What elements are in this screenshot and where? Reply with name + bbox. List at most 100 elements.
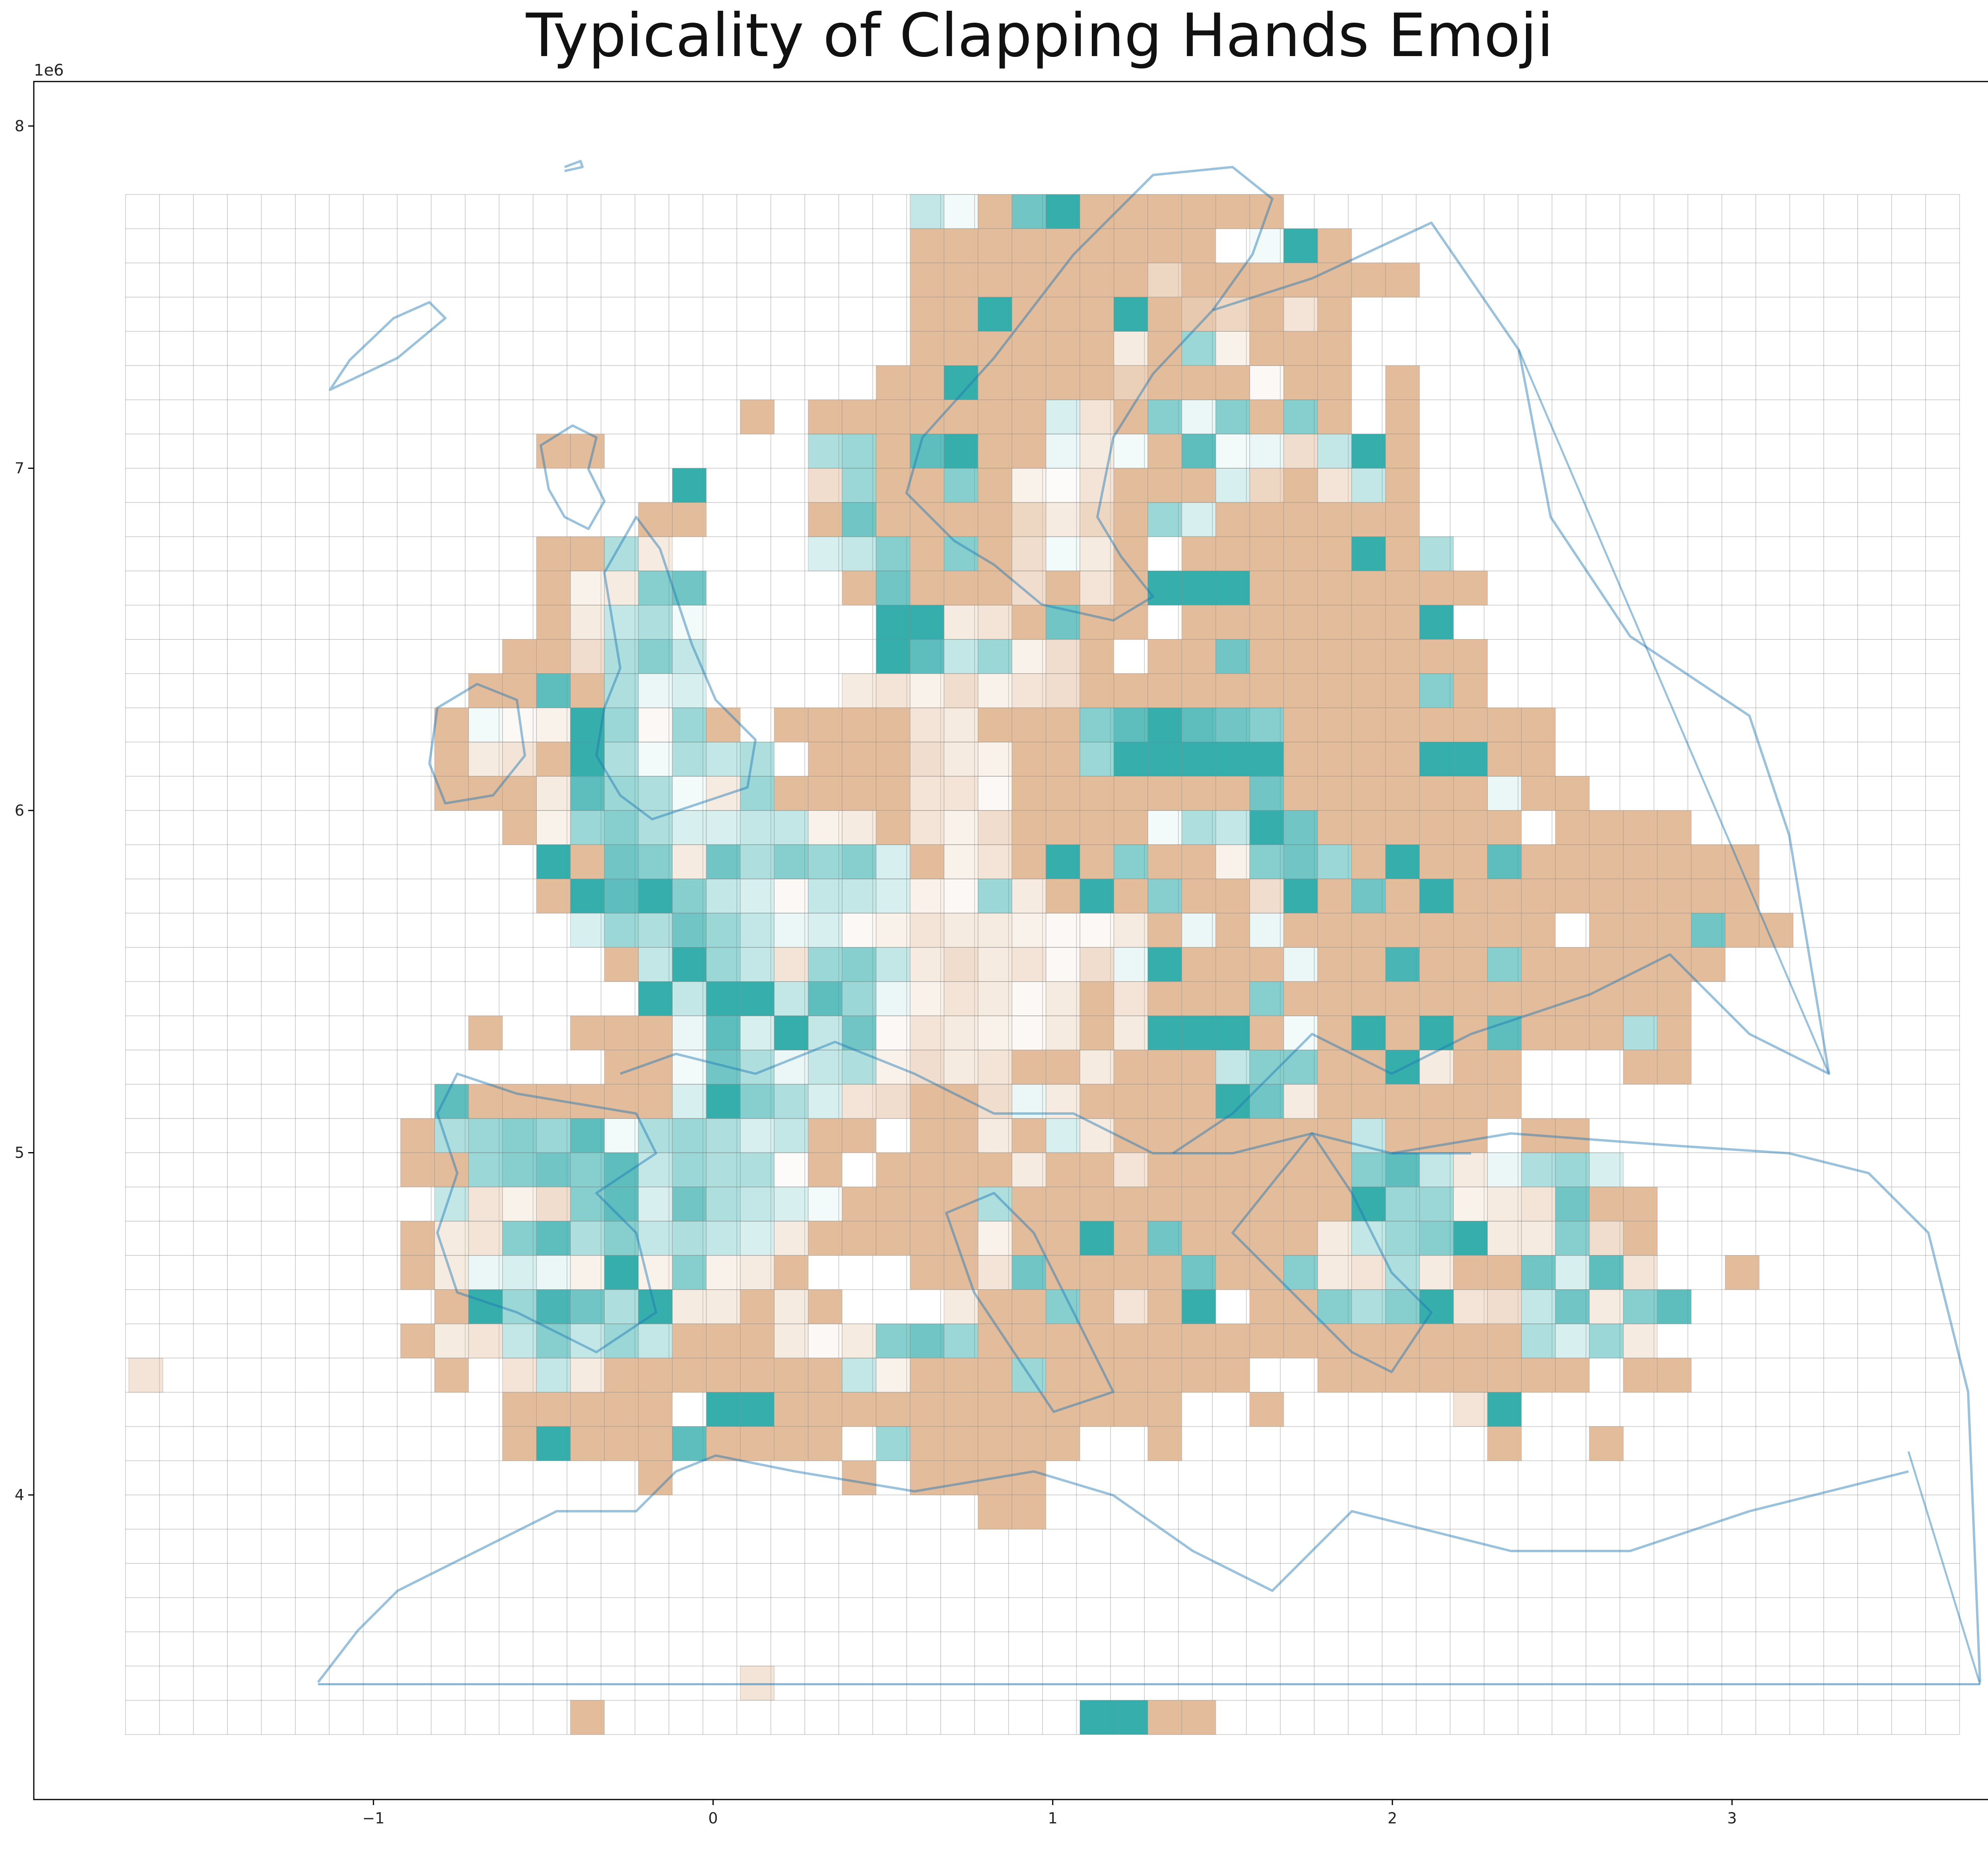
heatmap-cell <box>978 331 1012 366</box>
heatmap-cell <box>502 1152 537 1187</box>
heatmap-cell <box>1249 1015 1284 1051</box>
heatmap-cell <box>1657 878 1692 913</box>
heatmap-cell <box>1521 776 1556 811</box>
heatmap-cell <box>1317 570 1352 606</box>
heatmap-cell <box>1419 570 1454 606</box>
heatmap-cell <box>1045 1289 1080 1324</box>
heatmap-cell <box>1113 1015 1148 1051</box>
heatmap-cell <box>944 1084 978 1119</box>
heatmap-cell <box>1147 468 1182 503</box>
heatmap-cell <box>1351 1220 1386 1256</box>
heatmap-cell <box>1147 776 1182 811</box>
heatmap-cell <box>978 399 1012 435</box>
heatmap-cell <box>1317 707 1352 742</box>
heatmap-cell <box>910 810 945 845</box>
heatmap-cell <box>1181 1323 1216 1358</box>
heatmap-cell <box>1045 228 1080 263</box>
heatmap-cell <box>1215 981 1250 1016</box>
heatmap-cell <box>536 1152 571 1187</box>
heatmap-cell <box>1487 1220 1522 1256</box>
heatmap-cell <box>1317 262 1352 297</box>
heatmap-cell <box>910 365 945 400</box>
heatmap-cell <box>1215 776 1250 811</box>
heatmap-cell <box>808 810 843 845</box>
heatmap-cell <box>1113 844 1148 879</box>
heatmap-cell <box>876 1049 911 1085</box>
heatmap-cell <box>1045 1152 1080 1187</box>
heatmap-cell <box>434 707 469 742</box>
heatmap-cell <box>1079 947 1114 982</box>
heatmap-cell <box>808 878 843 913</box>
heatmap-cell <box>1011 981 1046 1016</box>
heatmap-cell <box>774 1220 809 1256</box>
heatmap-cell <box>1623 878 1658 913</box>
heatmap-cell <box>672 1186 707 1222</box>
heatmap-cell <box>978 1323 1012 1358</box>
heatmap-cell <box>1385 1015 1420 1051</box>
heatmap-cell <box>1249 536 1284 571</box>
heatmap-cell <box>1113 1118 1148 1153</box>
heatmap-cell <box>1249 913 1284 948</box>
heatmap-cell <box>1045 297 1080 332</box>
y-tick-label: 4 <box>15 1486 24 1504</box>
heatmap-cell <box>1351 604 1386 640</box>
heatmap-cell <box>774 1392 809 1427</box>
heatmap-cell <box>1079 1700 1114 1735</box>
heatmap-cell <box>570 878 605 913</box>
heatmap-cell <box>706 1358 741 1393</box>
heatmap-cell <box>910 1015 945 1051</box>
heatmap-cell <box>842 707 877 742</box>
heatmap-cell <box>1419 536 1454 571</box>
heatmap-cell <box>1317 297 1352 332</box>
heatmap-cell <box>944 1426 978 1461</box>
heatmap-cell <box>706 1426 741 1461</box>
heatmap-cell <box>842 570 877 606</box>
heatmap-cell <box>1385 468 1420 503</box>
heatmap-cell <box>944 1152 978 1187</box>
heatmap-cell <box>944 502 978 537</box>
heatmap-cell <box>1079 742 1114 777</box>
y-tick-label: 6 <box>15 802 24 819</box>
heatmap-cell <box>1079 1289 1114 1324</box>
heatmap-cell <box>1113 913 1148 948</box>
heatmap-cell <box>1691 947 1726 982</box>
heatmap-cell <box>1385 1220 1420 1256</box>
heatmap-cell <box>1555 1152 1590 1187</box>
heatmap-cell <box>1113 228 1148 263</box>
heatmap-cell <box>672 673 707 708</box>
heatmap-cell <box>808 981 843 1016</box>
heatmap-cell <box>1385 707 1420 742</box>
heatmap-cell <box>910 570 945 606</box>
heatmap-cell <box>1079 776 1114 811</box>
heatmap-cell <box>1351 433 1386 469</box>
heatmap-cell <box>1487 1186 1522 1222</box>
heatmap-cell <box>1181 433 1216 469</box>
x-tick-label: 0 <box>708 1809 718 1827</box>
heatmap-cell <box>842 1460 877 1495</box>
heatmap-cell <box>1249 1289 1284 1324</box>
heatmap-cell <box>1351 1323 1386 1358</box>
heatmap-cell <box>1147 1186 1182 1222</box>
heatmap-cell <box>1283 947 1318 982</box>
heatmap-cell <box>876 1015 911 1051</box>
heatmap-cell <box>1521 1255 1556 1290</box>
heatmap-cell <box>434 776 469 811</box>
heatmap-cell <box>1249 981 1284 1016</box>
heatmap-cell <box>944 536 978 571</box>
heatmap-cell <box>434 1084 469 1119</box>
heatmap-cell <box>1147 707 1182 742</box>
heatmap-cell <box>774 1289 809 1324</box>
heatmap-cell <box>1487 1358 1522 1393</box>
heatmap-cell <box>910 468 945 503</box>
heatmap-cell <box>1215 297 1250 332</box>
heatmap-cell <box>1317 947 1352 982</box>
heatmap-cell <box>1079 981 1114 1016</box>
heatmap-cell <box>944 707 978 742</box>
heatmap-cell <box>1011 776 1046 811</box>
heatmap-cell <box>1079 468 1114 503</box>
heatmap-cell <box>1623 1323 1658 1358</box>
heatmap-cell <box>1623 1049 1658 1085</box>
heatmap-cell <box>808 1220 843 1256</box>
heatmap-cell <box>706 947 741 982</box>
